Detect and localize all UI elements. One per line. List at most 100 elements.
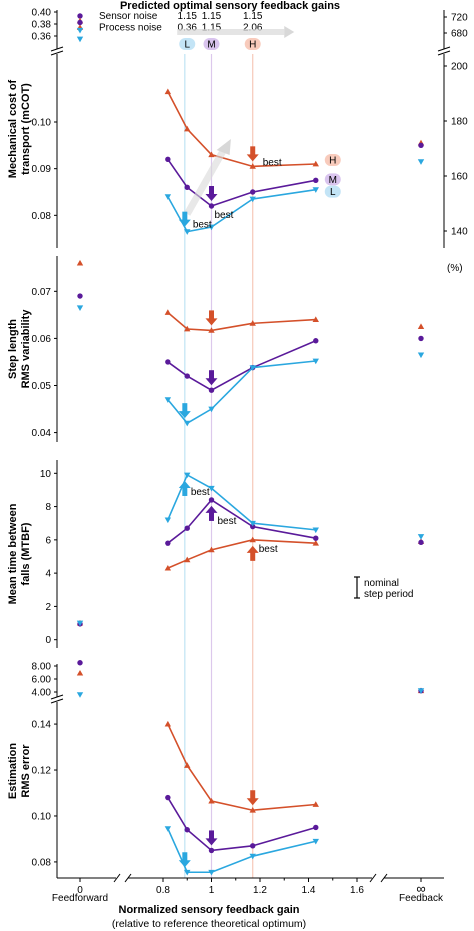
right-tick-label: 180: [451, 117, 468, 128]
feedforward-point-L: [76, 27, 84, 34]
x-tick-label: 0.8: [156, 885, 170, 896]
data-point-H-4: [312, 539, 319, 546]
legend-value-0-1: 1.15: [202, 11, 222, 22]
axis-break-mark: [50, 698, 64, 704]
axis-break-mark: [50, 694, 64, 700]
best-arrow-H-shaft: [250, 551, 256, 561]
data-point-H-0: [164, 309, 172, 315]
series-M: [77, 19, 424, 209]
y-tick-label: 8: [45, 502, 51, 513]
series-line-H: [167, 539, 316, 569]
arrow-M-shaft: [209, 830, 214, 840]
y-axis-label-line: falls (MTBF): [20, 522, 32, 585]
best-arrow-L-head: [178, 480, 191, 488]
pill-M-text: M: [207, 40, 215, 51]
arrow-M: [205, 370, 218, 386]
data-point-M-4: [313, 338, 319, 344]
axis-break-mask: [50, 49, 64, 54]
feedforward-label: Feedforward: [52, 893, 108, 904]
best-arrow-H: [246, 545, 259, 561]
legend-header: Predicted optimal sensory feedback gains…: [76, 0, 340, 51]
legend-row-label-0: Sensor noise: [99, 11, 158, 22]
arrow-L: [178, 403, 191, 419]
right-axis-unit: (%): [447, 263, 463, 274]
x-axis: Normalized sensory feedback gain (relati…: [52, 873, 444, 930]
arrow-H: [205, 310, 218, 326]
y-tick-label: 0: [45, 635, 51, 646]
series-L: [76, 688, 425, 876]
data-point-M-4: [313, 824, 319, 831]
data-point-H-0: [164, 88, 172, 95]
x-tick-label: 1.2: [253, 885, 267, 896]
series-H: [76, 259, 425, 333]
pill-L-bg: [179, 38, 196, 50]
step-period-note: nominal: [364, 578, 399, 589]
data-point-M-1: [184, 827, 190, 833]
data-point-M-3: [250, 843, 256, 849]
data-point-L-2: [208, 224, 215, 231]
pill-H-text: H: [249, 40, 256, 51]
best-arrow-M-head: [205, 505, 218, 513]
feedforward-point-M: [77, 19, 83, 26]
feedforward-point-M: [77, 293, 83, 299]
y-axis-label: Step lengthRMS variability: [7, 309, 32, 389]
feedforward-point-L: [76, 692, 84, 698]
data-point-L-2: [208, 485, 215, 492]
y-tick-label: 4: [45, 569, 51, 580]
data-point-M-3: [250, 523, 256, 530]
series-M: [77, 293, 424, 393]
data-point-M-1: [184, 525, 190, 531]
y-axis-label-line: RMS variability: [20, 309, 32, 389]
x-tick-label: 0: [77, 885, 83, 896]
legend-value-1-1: 1.15: [202, 23, 222, 34]
data-point-H-2: [208, 151, 215, 158]
best-arrow-L-shaft: [182, 211, 188, 221]
y-tick-label: 0.36: [32, 32, 52, 43]
best-label-M: best: [218, 516, 237, 527]
data-point-H-2: [208, 546, 215, 553]
series-L: [76, 305, 425, 427]
data-point-H-0: [164, 720, 172, 727]
series-line-L: [167, 828, 316, 874]
best-label-L: best: [193, 220, 212, 231]
y-tick-label: 4.00: [32, 688, 52, 699]
pill-L: L: [179, 38, 196, 51]
data-point-L-3: [249, 520, 256, 527]
legend-marker-2: [76, 36, 84, 43]
arrow-H: [246, 790, 259, 806]
data-point-H-4: [312, 160, 319, 167]
feedback-point-L: [417, 534, 425, 540]
data-point-H-1: [184, 762, 191, 768]
data-point-M-1: [184, 184, 190, 191]
feedback-point-M: [418, 142, 424, 149]
right-tick-label: 680: [451, 29, 468, 40]
data-point-M-0: [165, 540, 171, 546]
y-tick-label: 0.40: [32, 8, 52, 19]
end-pill-M-bg: [324, 173, 341, 186]
x-tick-label: 1: [209, 885, 215, 896]
arrow-H-head: [246, 798, 259, 806]
data-point-M-4: [313, 535, 319, 541]
feedback-label: Feedback: [399, 893, 444, 904]
y-tick-label: 0.14: [32, 720, 52, 731]
y-axis-label-line: Mean time between: [7, 503, 19, 604]
data-point-H-3: [249, 163, 256, 169]
axis-break-mark: [437, 46, 451, 52]
step-period-note: step period: [364, 589, 413, 600]
data-point-L-0: [164, 826, 172, 832]
axis-break-mark: [437, 50, 451, 56]
data-point-L-4: [312, 187, 319, 193]
series-line-M: [167, 797, 316, 852]
data-point-L-3: [249, 196, 256, 203]
arrow-M: [205, 830, 218, 846]
end-pill-L-bg: [324, 185, 341, 198]
data-point-M-0: [165, 156, 171, 163]
legend-row-label-1: Process noise: [99, 23, 162, 34]
axis-break-mark: [50, 46, 64, 52]
axis-break-mask: [50, 697, 64, 702]
best-arrow-L-head: [178, 219, 191, 227]
header-trend-arrow-head: [284, 26, 295, 38]
legend-value-1-0: 0.36: [178, 23, 198, 34]
